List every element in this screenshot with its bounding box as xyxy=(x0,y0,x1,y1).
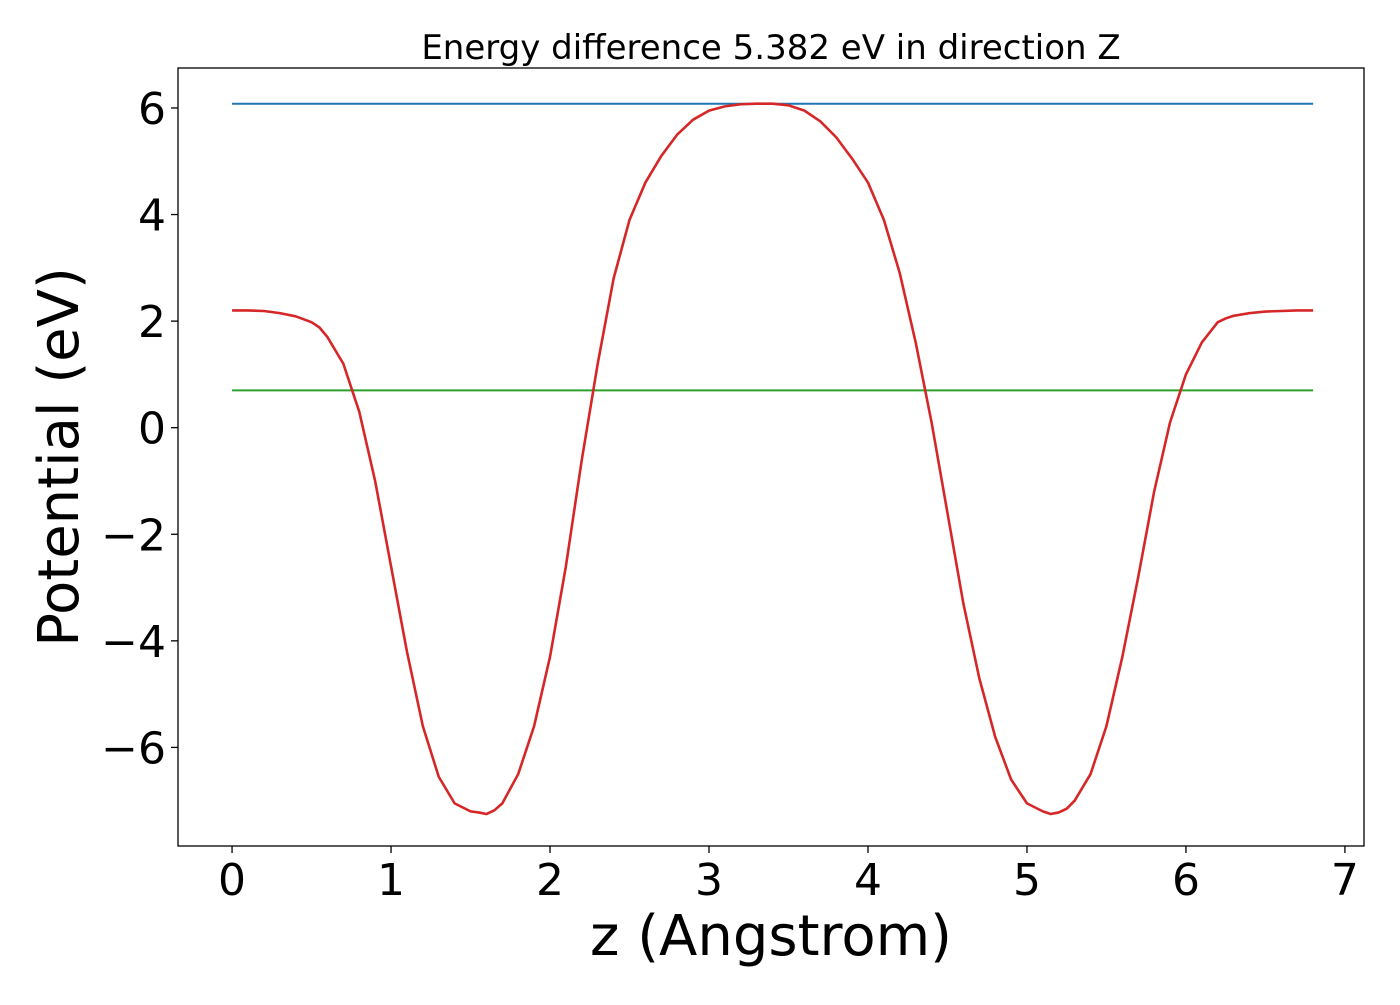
y-axis-label: Potential (eV) xyxy=(27,267,92,647)
x-tick-label: 0 xyxy=(218,855,246,906)
x-tick-label: 7 xyxy=(1331,855,1359,906)
x-tick-label: 4 xyxy=(854,855,882,906)
y-tick-label: −6 xyxy=(101,723,166,774)
series-line-2 xyxy=(232,102,1314,816)
x-tick-label: 6 xyxy=(1172,855,1200,906)
chart-title: Energy difference 5.382 eV in direction … xyxy=(421,28,1120,68)
y-tick-label: 0 xyxy=(138,404,166,455)
y-tick-label: −2 xyxy=(101,510,166,561)
x-axis-label: z (Angstrom) xyxy=(590,904,952,969)
x-tick-label: 5 xyxy=(1013,855,1041,906)
plot-area-frame xyxy=(177,67,1365,847)
y-tick-label: 2 xyxy=(138,297,166,348)
x-tick-label: 3 xyxy=(695,855,723,906)
y-tick-label: −4 xyxy=(101,617,166,668)
y-tick-label: 4 xyxy=(138,191,166,242)
x-tick-label: 2 xyxy=(536,855,564,906)
y-tick-label: 6 xyxy=(138,84,166,135)
x-tick-label: 1 xyxy=(377,855,405,906)
